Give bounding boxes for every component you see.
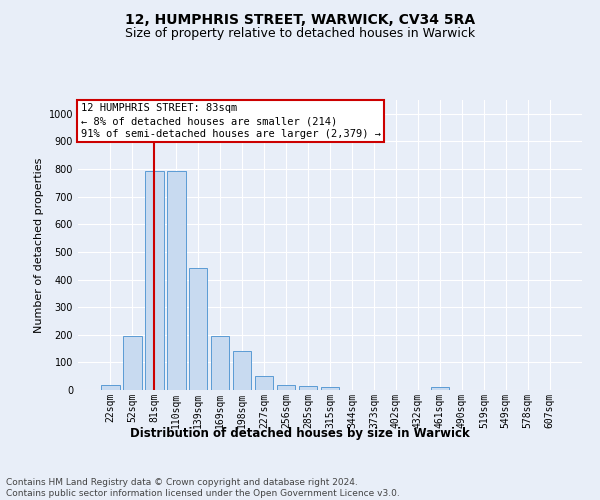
Bar — [101, 385, 119, 390]
Bar — [167, 171, 185, 390]
Bar — [255, 376, 274, 390]
Text: 12, HUMPHRIS STREET, WARWICK, CV34 5RA: 12, HUMPHRIS STREET, WARWICK, CV34 5RA — [125, 12, 475, 26]
Text: 12 HUMPHRIS STREET: 83sqm
← 8% of detached houses are smaller (214)
91% of semi-: 12 HUMPHRIS STREET: 83sqm ← 8% of detach… — [80, 103, 380, 140]
Bar — [431, 387, 449, 390]
Bar — [189, 268, 208, 390]
Bar — [277, 385, 295, 390]
Bar — [233, 351, 251, 390]
Bar — [123, 336, 142, 390]
Text: Size of property relative to detached houses in Warwick: Size of property relative to detached ho… — [125, 28, 475, 40]
Bar — [299, 386, 317, 390]
Text: Contains HM Land Registry data © Crown copyright and database right 2024.
Contai: Contains HM Land Registry data © Crown c… — [6, 478, 400, 498]
Y-axis label: Number of detached properties: Number of detached properties — [34, 158, 44, 332]
Bar — [320, 387, 340, 390]
Bar — [211, 336, 229, 390]
Bar — [145, 171, 164, 390]
Text: Distribution of detached houses by size in Warwick: Distribution of detached houses by size … — [130, 428, 470, 440]
